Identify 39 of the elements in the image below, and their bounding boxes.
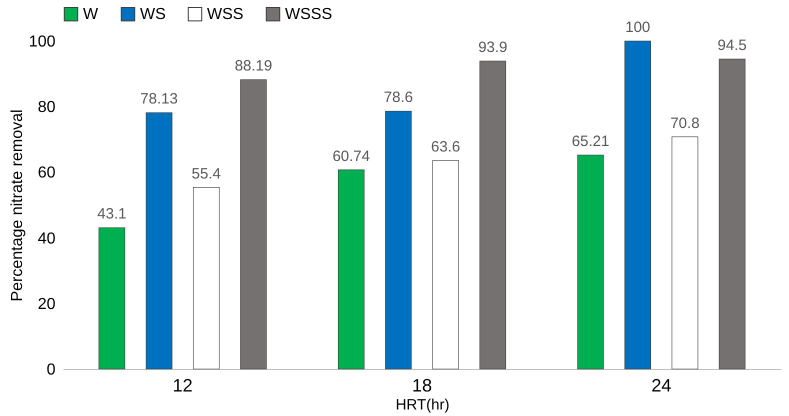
data-label: 70.8 [670, 114, 700, 132]
data-label: 43.1 [97, 206, 126, 223]
legend-label: WSSS [285, 6, 332, 24]
legend-label: WSS [207, 6, 244, 24]
legend-label: WS [140, 6, 166, 24]
data-label: 88.19 [234, 58, 272, 75]
y-tick-label: 60 [38, 164, 56, 182]
bar [98, 227, 126, 370]
bar [146, 112, 172, 370]
data-label: 100 [625, 19, 650, 36]
bar [338, 169, 364, 370]
data-label: 78.6 [384, 89, 414, 106]
bar [718, 58, 746, 370]
data-label: 60.74 [332, 148, 370, 165]
bar [672, 136, 698, 370]
y-tick-label: 80 [38, 99, 56, 116]
y-tick-label: 100 [28, 34, 56, 50]
data-label: 65.21 [572, 133, 610, 150]
bar [240, 79, 267, 370]
data-label: 63.6 [430, 138, 460, 156]
y-tick-label: 40 [38, 230, 56, 248]
data-label: 93.9 [478, 39, 508, 56]
bar [432, 160, 459, 370]
bar [192, 186, 220, 370]
bar [624, 40, 652, 370]
x-tick-label: 24 [651, 376, 672, 396]
bar [577, 154, 604, 370]
y-tick-label: 20 [38, 296, 56, 313]
x-axis-title: HRT(hr) [396, 396, 450, 414]
legend-label: W [83, 6, 99, 24]
x-tick-label: 12 [172, 376, 193, 396]
data-label: 78.13 [140, 90, 178, 108]
x-tick-label: 18 [412, 376, 432, 396]
bar [480, 60, 506, 370]
data-label: 55.4 [192, 165, 221, 182]
y-tick-label: 0 [46, 362, 56, 378]
data-label: 94.5 [718, 37, 747, 54]
y-axis-title: Percentage nitrate removal [8, 109, 26, 302]
bar [385, 110, 412, 370]
